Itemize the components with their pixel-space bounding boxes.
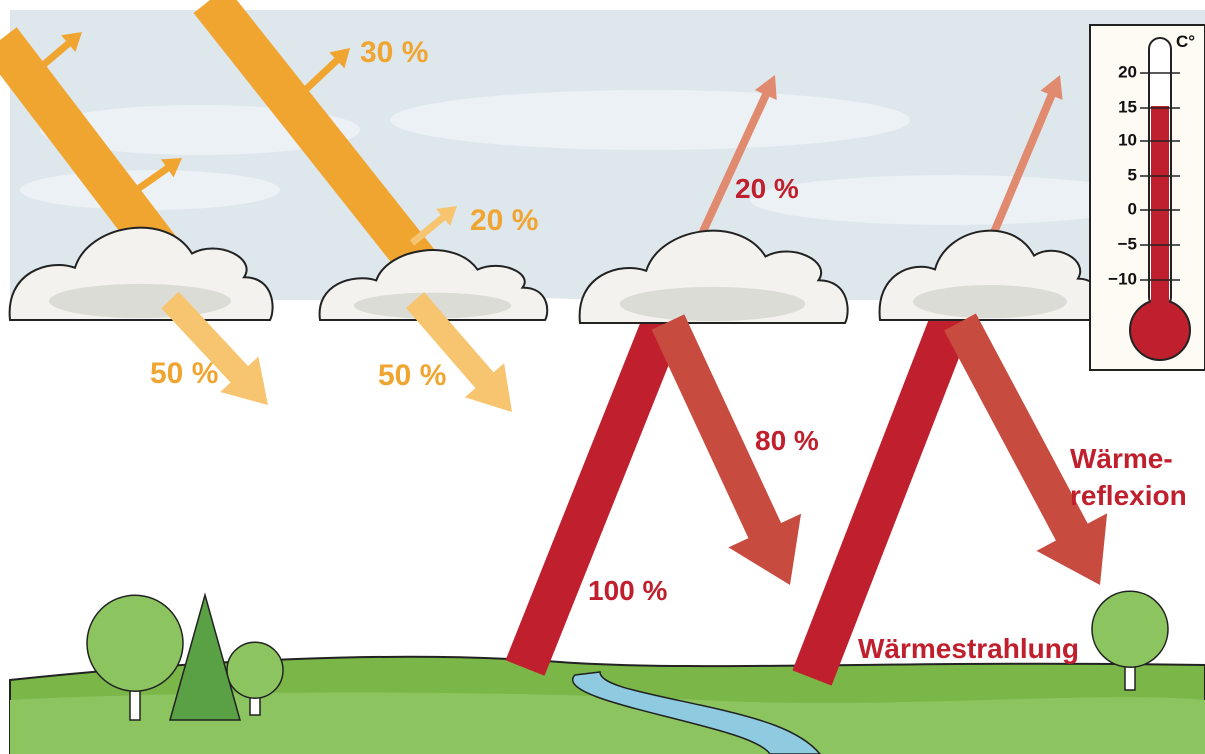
label: Wärme- [1070,443,1173,474]
cloud-shade [620,287,806,321]
label: 50 % [378,359,446,392]
label: 100 % [588,575,667,606]
tick-label: 10 [1118,130,1137,149]
thermometer-mercury [1151,106,1169,316]
cloud-shade [913,285,1067,318]
scene: C° 20 15 10 5 0 −5 −10 30 % 20 % 50 % 50 % 20 … [0,0,1205,754]
tree-crown [227,642,283,698]
tree-crown [1092,591,1168,667]
tree-crown [87,595,183,691]
label: 20 % [735,173,799,204]
tick-label: 0 [1128,199,1137,218]
label: 30 % [360,36,428,69]
label: Wärmestrahlung [858,633,1079,664]
thermometer: C° 20 15 10 5 0 −5 −10 [1090,25,1205,370]
label: 20 % [470,204,538,237]
thermometer-unit: C° [1176,32,1195,51]
tick-label: 15 [1118,97,1137,116]
haze-band [390,90,910,150]
tick-label: −10 [1108,269,1137,288]
tick-label: −5 [1118,234,1137,253]
cloud-shade [49,284,231,318]
tick-label: 5 [1128,165,1137,184]
label: reflexion [1070,480,1187,511]
label: 50 % [150,357,218,390]
tick-label: 20 [1118,62,1137,81]
label: 80 % [755,425,819,456]
